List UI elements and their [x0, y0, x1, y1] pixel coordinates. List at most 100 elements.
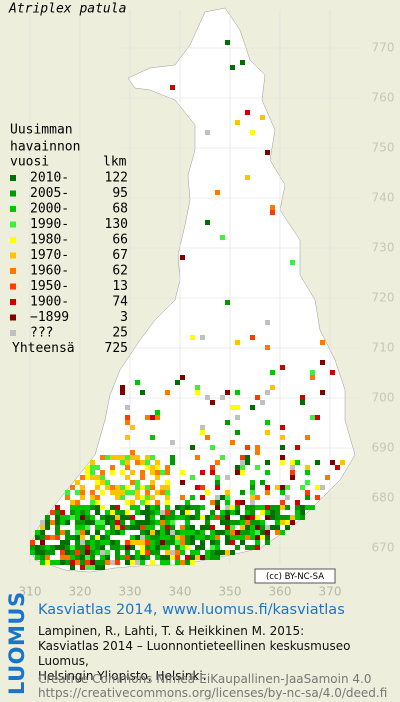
occurrence-square	[170, 525, 175, 530]
occurrence-square	[30, 545, 35, 550]
occurrence-square	[200, 335, 205, 340]
occurrence-square	[300, 515, 305, 520]
occurrence-square	[70, 510, 75, 515]
legend-label: 2000-	[30, 202, 69, 217]
legend-count: 62	[112, 264, 128, 279]
legend-swatch	[10, 237, 16, 243]
legend-label: 2005-	[30, 186, 69, 201]
occurrence-square	[250, 335, 255, 340]
legend-total-label: Yhteensä	[12, 341, 75, 356]
occurrence-square	[260, 520, 265, 525]
occurrence-square	[280, 505, 285, 510]
occurrence-square	[40, 540, 45, 545]
occurrence-square	[265, 535, 270, 540]
occurrence-square	[240, 500, 245, 505]
occurrence-square	[100, 490, 105, 495]
occurrence-square	[120, 485, 125, 490]
occurrence-square	[60, 555, 65, 560]
occurrence-square	[215, 555, 220, 560]
occurrence-square	[230, 510, 235, 515]
occurrence-square	[210, 540, 215, 545]
occurrence-square	[85, 525, 90, 530]
occurrence-square	[85, 530, 90, 535]
occurrence-square	[255, 395, 260, 400]
occurrence-square	[195, 485, 200, 490]
occurrence-square	[285, 505, 290, 510]
occurrence-square	[100, 555, 105, 560]
occurrence-square	[125, 465, 130, 470]
occurrence-square	[195, 550, 200, 555]
occurrence-square	[130, 545, 135, 550]
occurrence-square	[260, 510, 265, 515]
occurrence-square	[190, 550, 195, 555]
occurrence-square	[100, 535, 105, 540]
occurrence-square	[225, 550, 230, 555]
occurrence-square	[190, 475, 195, 480]
occurrence-square	[105, 485, 110, 490]
occurrence-square	[215, 495, 220, 500]
occurrence-square	[185, 555, 190, 560]
occurrence-square	[40, 520, 45, 525]
occurrence-square	[110, 510, 115, 515]
occurrence-square	[75, 555, 80, 560]
occurrence-square	[275, 520, 280, 525]
occurrence-square	[165, 480, 170, 485]
occurrence-square	[180, 255, 185, 260]
occurrence-square	[135, 455, 140, 460]
occurrence-square	[65, 555, 70, 560]
occurrence-square	[165, 465, 170, 470]
occurrence-square	[275, 485, 280, 490]
occurrence-square	[195, 515, 200, 520]
occurrence-square	[85, 545, 90, 550]
occurrence-square	[120, 515, 125, 520]
occurrence-square	[150, 480, 155, 485]
citation-line: Kasviatlas 2014 – Luonnontieteellinen ke…	[38, 639, 351, 668]
occurrence-square	[155, 505, 160, 510]
occurrence-square	[180, 515, 185, 520]
occurrence-square	[225, 500, 230, 505]
occurrence-square	[160, 515, 165, 520]
legend-count: 3	[120, 310, 128, 325]
occurrence-square	[80, 515, 85, 520]
y-label: 700	[372, 391, 395, 405]
occurrence-square	[280, 485, 285, 490]
occurrence-square	[125, 475, 130, 480]
occurrence-square	[190, 535, 195, 540]
occurrence-square	[230, 405, 235, 410]
y-label: 670	[372, 541, 395, 555]
occurrence-square	[265, 320, 270, 325]
occurrence-square	[195, 535, 200, 540]
occurrence-square	[100, 475, 105, 480]
occurrence-square	[95, 495, 100, 500]
occurrence-square	[185, 500, 190, 505]
legend-count: 68	[112, 202, 128, 217]
occurrence-square	[245, 455, 250, 460]
occurrence-square	[180, 545, 185, 550]
occurrence-square	[230, 520, 235, 525]
occurrence-square	[290, 520, 295, 525]
occurrence-square	[140, 475, 145, 480]
occurrence-square	[200, 515, 205, 520]
occurrence-square	[120, 525, 125, 530]
occurrence-square	[190, 525, 195, 530]
legend-swatch	[10, 190, 16, 197]
occurrence-square	[140, 545, 145, 550]
occurrence-square	[125, 455, 130, 460]
occurrence-square	[275, 525, 280, 530]
occurrence-square	[60, 520, 65, 525]
occurrence-square	[155, 475, 160, 480]
occurrence-square	[140, 540, 145, 545]
occurrence-square	[215, 480, 220, 485]
occurrence-square	[285, 495, 290, 500]
occurrence-square	[280, 365, 285, 370]
occurrence-square	[255, 530, 260, 535]
occurrence-square	[260, 115, 265, 120]
occurrence-square	[235, 500, 240, 505]
occurrence-square	[150, 530, 155, 535]
occurrence-square	[185, 560, 190, 565]
occurrence-square	[120, 470, 125, 475]
occurrence-square	[170, 510, 175, 515]
occurrence-square	[300, 395, 305, 400]
occurrence-square	[115, 510, 120, 515]
occurrence-square	[60, 530, 65, 535]
